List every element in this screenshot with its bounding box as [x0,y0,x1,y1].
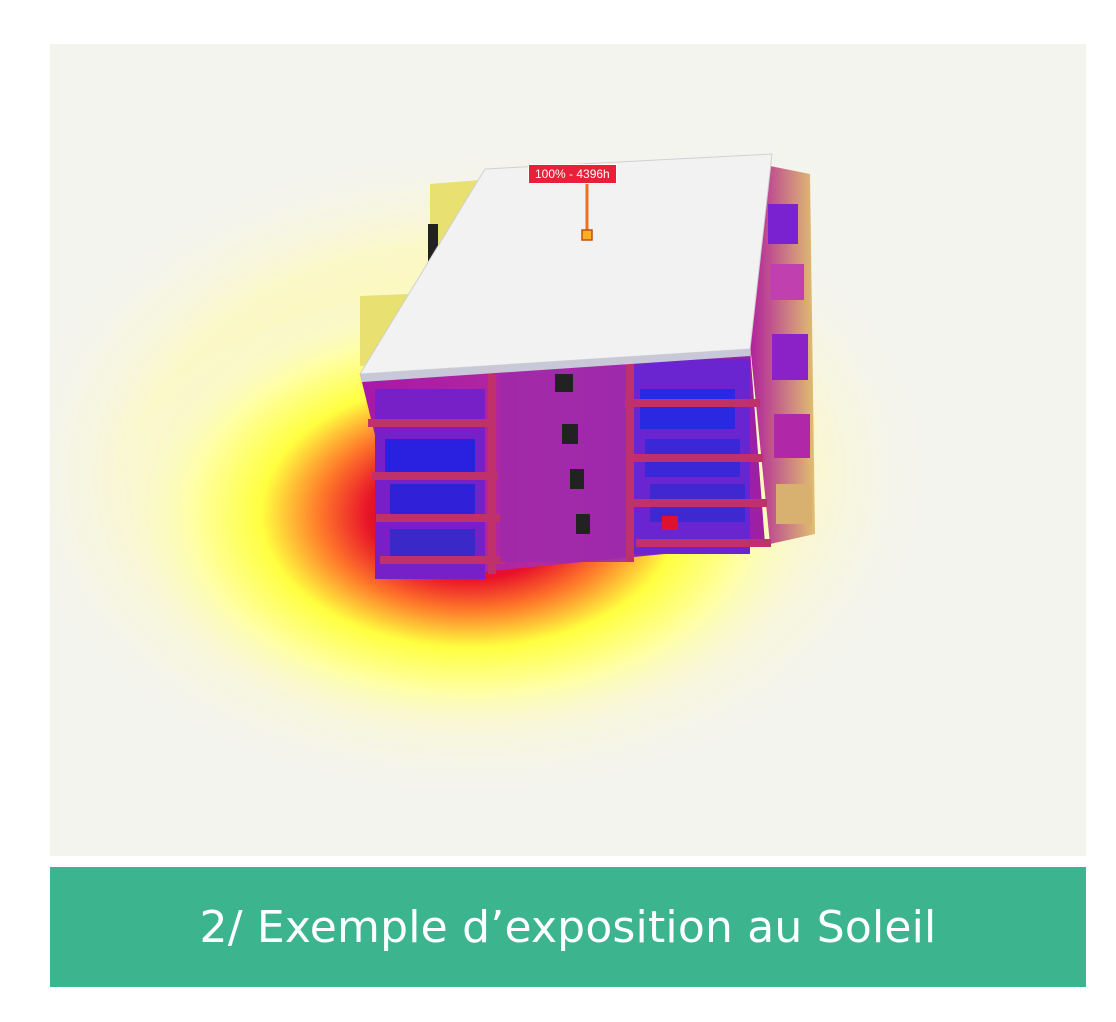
sun-exposure-render [50,144,940,804]
caption-title: 2/ Exemple d’exposition au Soleil [199,901,937,953]
sun-exposure-3d-viewport[interactable]: 100% - 4396h [50,44,1086,856]
caption-bar: 2/ Exemple d’exposition au Soleil [50,867,1086,987]
sun-exposure-measure-label: 100% - 4396h [528,164,617,184]
measure-pin-point[interactable] [581,229,593,241]
